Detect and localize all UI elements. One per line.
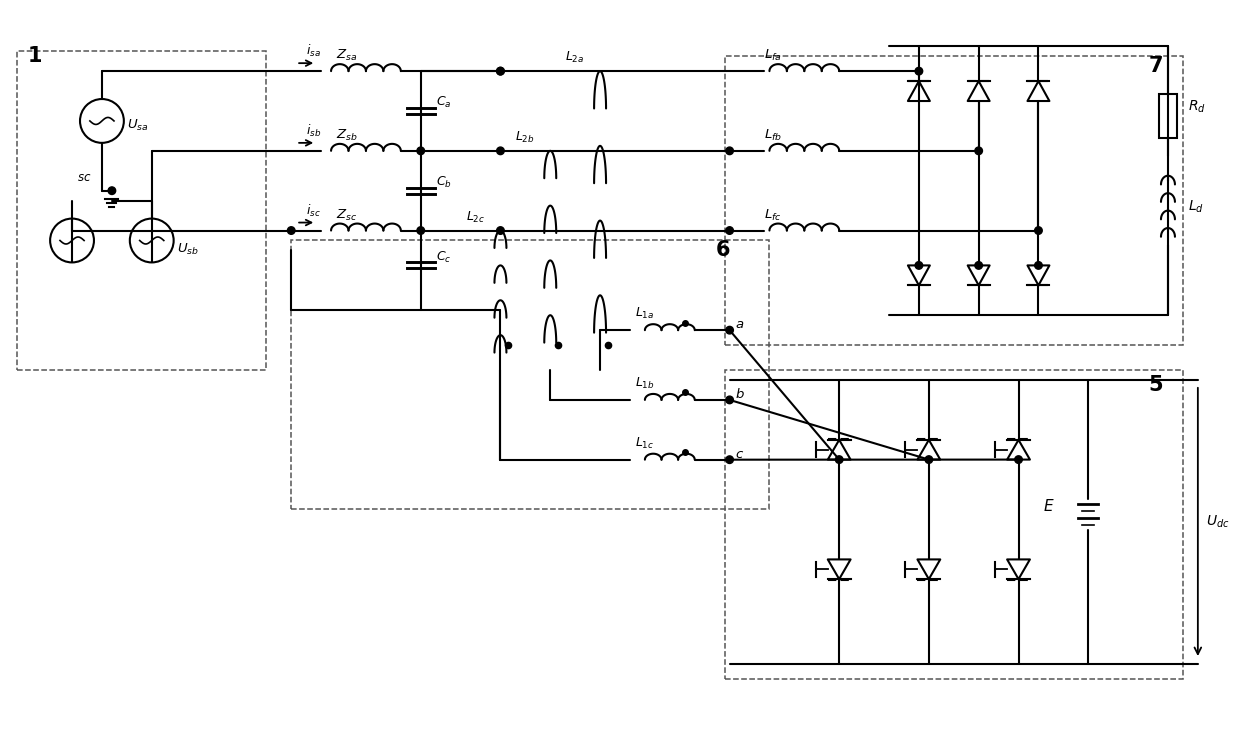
Text: $U_{dc}$: $U_{dc}$: [1205, 514, 1229, 530]
Circle shape: [915, 68, 923, 75]
Circle shape: [497, 226, 505, 234]
Text: $Z_{sa}$: $Z_{sa}$: [336, 48, 357, 63]
Text: $L_{fb}$: $L_{fb}$: [765, 128, 782, 143]
Text: $L_{1b}$: $L_{1b}$: [635, 376, 655, 391]
Circle shape: [725, 147, 733, 154]
Bar: [724, 56, 1183, 345]
Text: $C_b$: $C_b$: [435, 175, 451, 190]
Text: $i_{sc}$: $i_{sc}$: [306, 202, 321, 219]
Text: $U_{sb}$: $U_{sb}$: [176, 242, 198, 256]
Circle shape: [108, 187, 115, 194]
Text: $sc$: $sc$: [77, 171, 92, 184]
Circle shape: [836, 456, 843, 464]
Circle shape: [725, 396, 733, 404]
Text: $E$: $E$: [1043, 499, 1055, 514]
Circle shape: [288, 226, 295, 234]
Circle shape: [975, 147, 982, 154]
Text: $a$: $a$: [734, 318, 744, 332]
Text: $L_{2c}$: $L_{2c}$: [465, 209, 485, 225]
Circle shape: [725, 456, 733, 464]
Text: $U_{sa}$: $U_{sa}$: [126, 118, 149, 133]
Bar: [17, 51, 267, 370]
Bar: [724, 370, 1183, 679]
Text: $Z_{sb}$: $Z_{sb}$: [336, 128, 357, 143]
Circle shape: [1034, 226, 1043, 234]
Text: $Z_{sc}$: $Z_{sc}$: [336, 208, 357, 223]
Circle shape: [417, 147, 424, 154]
Circle shape: [1014, 456, 1022, 464]
Text: $L_{1c}$: $L_{1c}$: [635, 436, 655, 451]
Circle shape: [497, 68, 505, 75]
Text: $L_{2b}$: $L_{2b}$: [516, 130, 536, 145]
Text: $c$: $c$: [734, 448, 744, 460]
Circle shape: [497, 68, 505, 75]
Text: $L_{fc}$: $L_{fc}$: [765, 208, 782, 223]
Text: $\mathbf{1}$: $\mathbf{1}$: [27, 46, 42, 66]
Bar: [1159, 94, 1177, 139]
Text: $L_{1a}$: $L_{1a}$: [635, 306, 655, 321]
Text: $L_d$: $L_d$: [1188, 199, 1204, 215]
Text: $R_d$: $R_d$: [1188, 99, 1205, 116]
Bar: [291, 241, 770, 509]
Text: $\mathbf{5}$: $\mathbf{5}$: [1148, 375, 1163, 395]
Circle shape: [975, 262, 982, 269]
Text: $b$: $b$: [734, 387, 744, 401]
Text: $\mathbf{7}$: $\mathbf{7}$: [1148, 56, 1163, 76]
Text: $C_c$: $C_c$: [435, 250, 451, 265]
Circle shape: [1034, 262, 1043, 269]
Text: $\mathbf{6}$: $\mathbf{6}$: [714, 241, 730, 260]
Circle shape: [915, 262, 923, 269]
Text: $L_{fa}$: $L_{fa}$: [765, 48, 782, 63]
Text: $i_{sb}$: $i_{sb}$: [306, 123, 321, 139]
Text: $i_{sa}$: $i_{sa}$: [306, 44, 321, 59]
Circle shape: [497, 147, 505, 154]
Text: $C_a$: $C_a$: [435, 95, 451, 110]
Circle shape: [725, 326, 733, 334]
Circle shape: [417, 226, 424, 234]
Circle shape: [725, 226, 733, 234]
Circle shape: [925, 456, 932, 464]
Text: $L_{2a}$: $L_{2a}$: [565, 50, 584, 65]
